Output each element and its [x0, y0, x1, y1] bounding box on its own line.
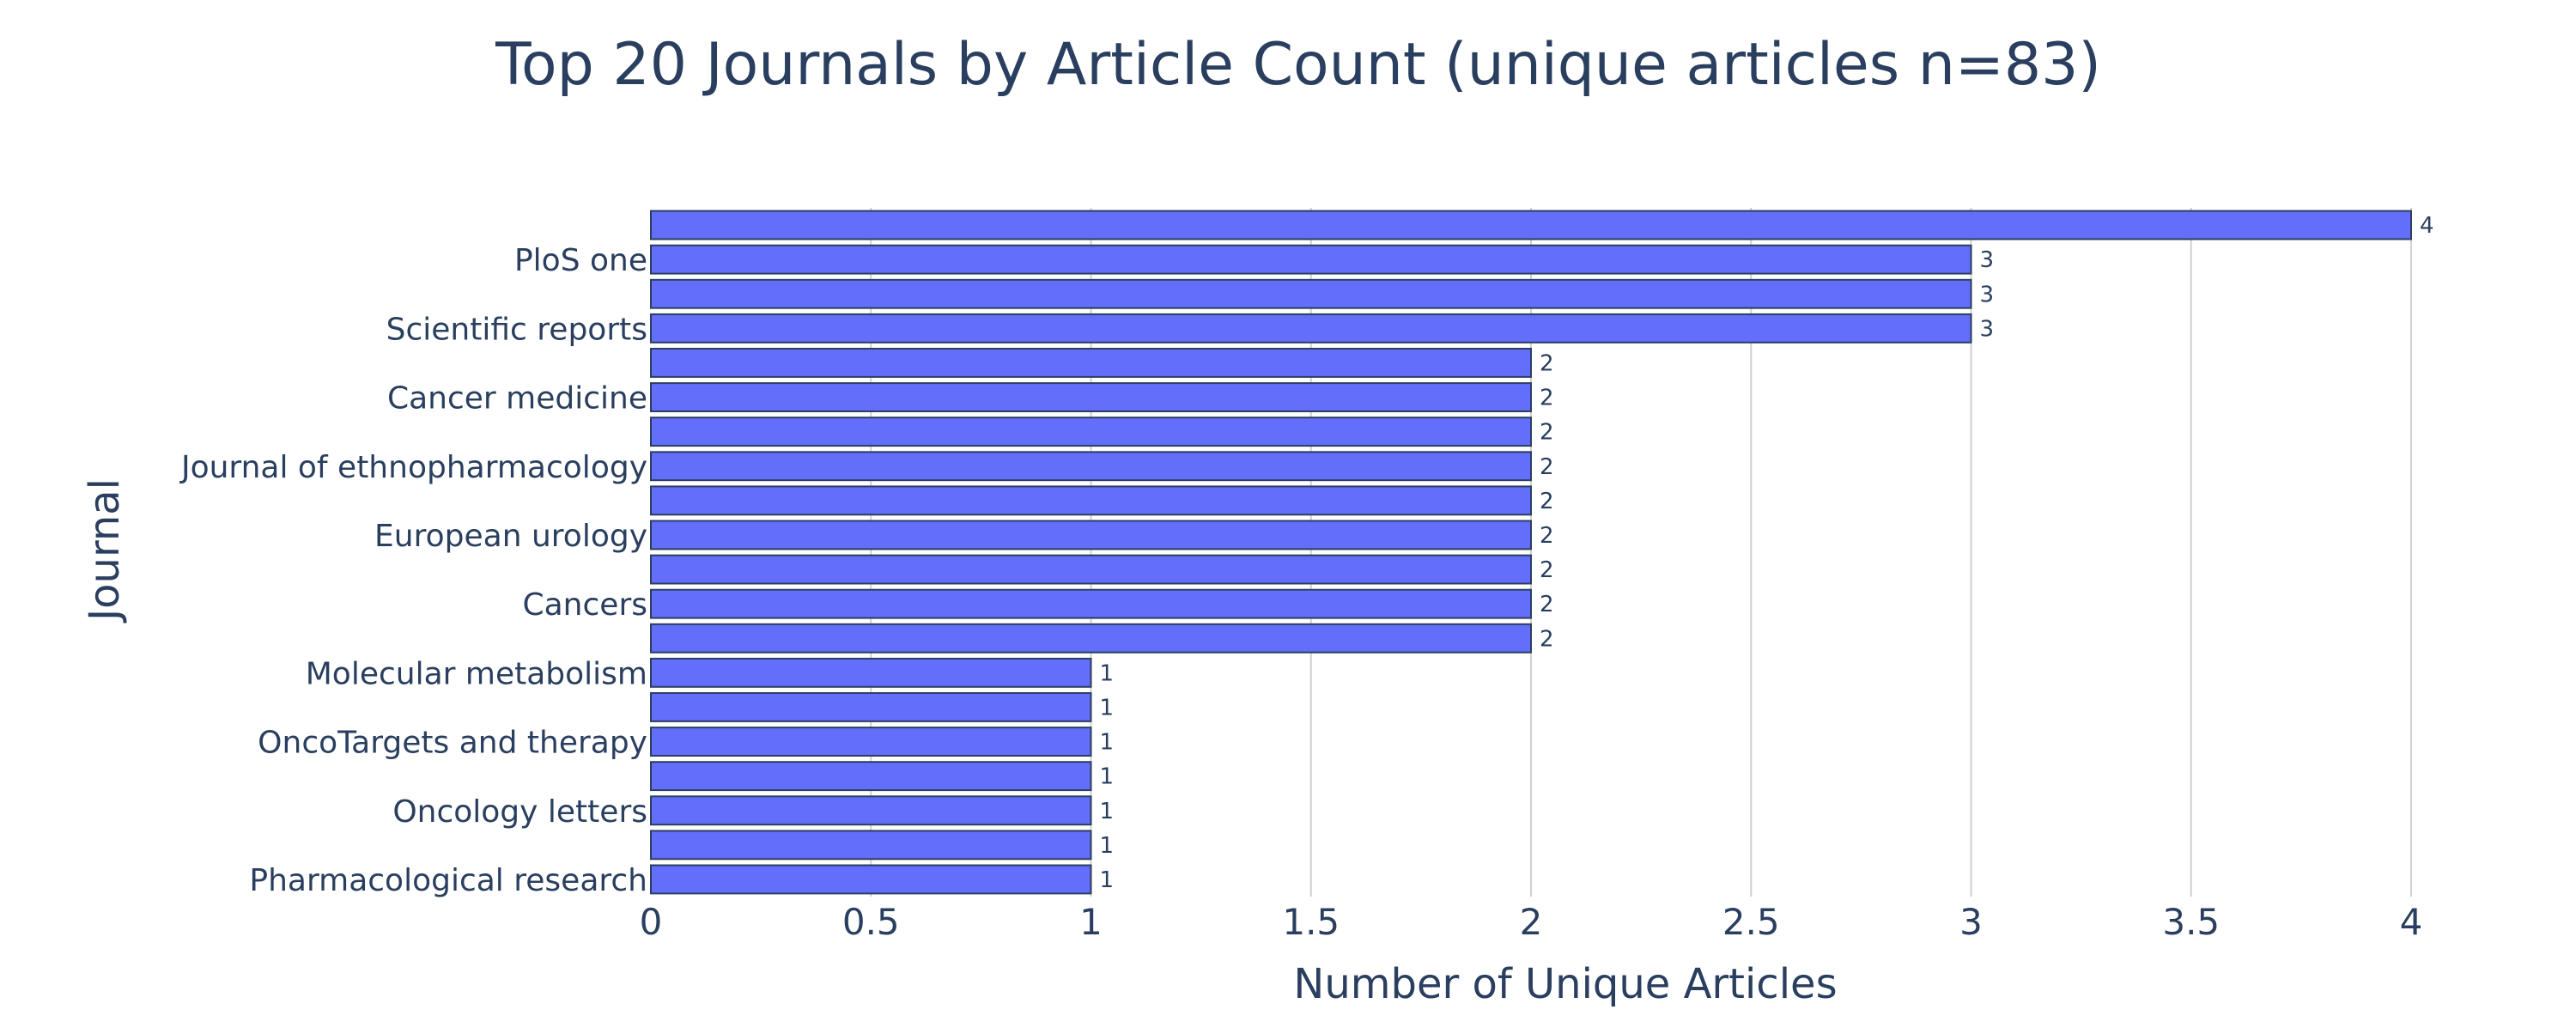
data-label: 4 — [2420, 213, 2434, 239]
data-label: 1 — [1100, 764, 1115, 790]
bar — [650, 485, 1532, 516]
data-label: 2 — [1540, 420, 1554, 446]
y-tick-label: Pharmacological research — [249, 863, 647, 898]
bar — [650, 313, 1972, 344]
data-label: 3 — [1980, 316, 1995, 342]
data-label: 1 — [1100, 867, 1115, 893]
data-label: 1 — [1100, 695, 1115, 721]
data-label: 2 — [1540, 350, 1554, 376]
y-tick-label: Oncology letters — [392, 794, 647, 830]
data-label: 1 — [1100, 660, 1115, 686]
y-tick-label: Molecular metabolism — [306, 656, 647, 691]
data-label: 2 — [1540, 626, 1554, 652]
x-tick-label: 2 — [1520, 901, 1543, 943]
data-label: 2 — [1540, 454, 1554, 480]
bar — [650, 520, 1532, 550]
bar — [650, 278, 1972, 309]
x-tick-label: 1.5 — [1282, 901, 1340, 943]
x-tick-label: 3.5 — [2162, 901, 2220, 943]
bar — [650, 382, 1532, 412]
bar — [650, 864, 1092, 895]
bar — [650, 795, 1092, 826]
bar — [650, 554, 1532, 585]
data-label: 2 — [1540, 489, 1554, 514]
bars — [650, 210, 2412, 895]
bar — [650, 692, 1092, 722]
x-tick-label: 2.5 — [1722, 901, 1780, 943]
data-label: 2 — [1540, 557, 1554, 583]
data-label: 3 — [1980, 282, 1995, 307]
data-label: 1 — [1100, 799, 1115, 824]
y-tick-labels: PloS one Scientific reports Cancer medicin… — [179, 243, 647, 898]
bar — [650, 451, 1532, 482]
x-tick-labels: 0 0.5 1 1.5 2 2.5 3 3.5 4 — [640, 901, 2423, 943]
data-label: 1 — [1100, 833, 1115, 859]
bar — [650, 727, 1092, 757]
bar — [650, 588, 1532, 619]
x-tick-label: 1 — [1079, 901, 1103, 943]
y-axis-title: Journal — [81, 478, 129, 623]
y-tick-label: Cancers — [522, 587, 647, 623]
bar — [650, 348, 1532, 378]
x-tick-label: 0.5 — [842, 901, 900, 943]
bar — [650, 761, 1092, 792]
y-tick-label: OncoTargets and therapy — [258, 726, 647, 761]
y-tick-label: Journal of ethnopharmacology — [179, 450, 647, 485]
bar — [650, 830, 1092, 861]
data-labels: 4 3 3 3 2 2 2 2 2 2 2 2 2 1 1 1 1 1 1 1 — [1100, 213, 2434, 893]
x-axis-title: Number of Unique Articles — [1293, 960, 1837, 1008]
x-tick-label: 4 — [2400, 901, 2423, 943]
bar — [650, 244, 1972, 275]
x-tick-label: 0 — [640, 901, 663, 943]
chart-title: Top 20 Journals by Article Count (unique… — [495, 31, 2101, 99]
y-tick-label: European urology — [374, 519, 647, 554]
bar — [650, 210, 2412, 240]
data-label: 1 — [1100, 730, 1115, 756]
bar — [650, 657, 1092, 688]
data-label: 3 — [1980, 247, 1995, 273]
data-label: 2 — [1540, 523, 1554, 549]
data-label: 2 — [1540, 386, 1554, 411]
y-tick-label: PloS one — [514, 243, 647, 278]
x-tick-label: 3 — [1959, 901, 1983, 943]
y-tick-label: Cancer medicine — [387, 381, 647, 417]
y-tick-label: Scientific reports — [386, 312, 647, 347]
bar — [650, 417, 1532, 447]
data-label: 2 — [1540, 592, 1554, 617]
bar — [650, 623, 1532, 654]
